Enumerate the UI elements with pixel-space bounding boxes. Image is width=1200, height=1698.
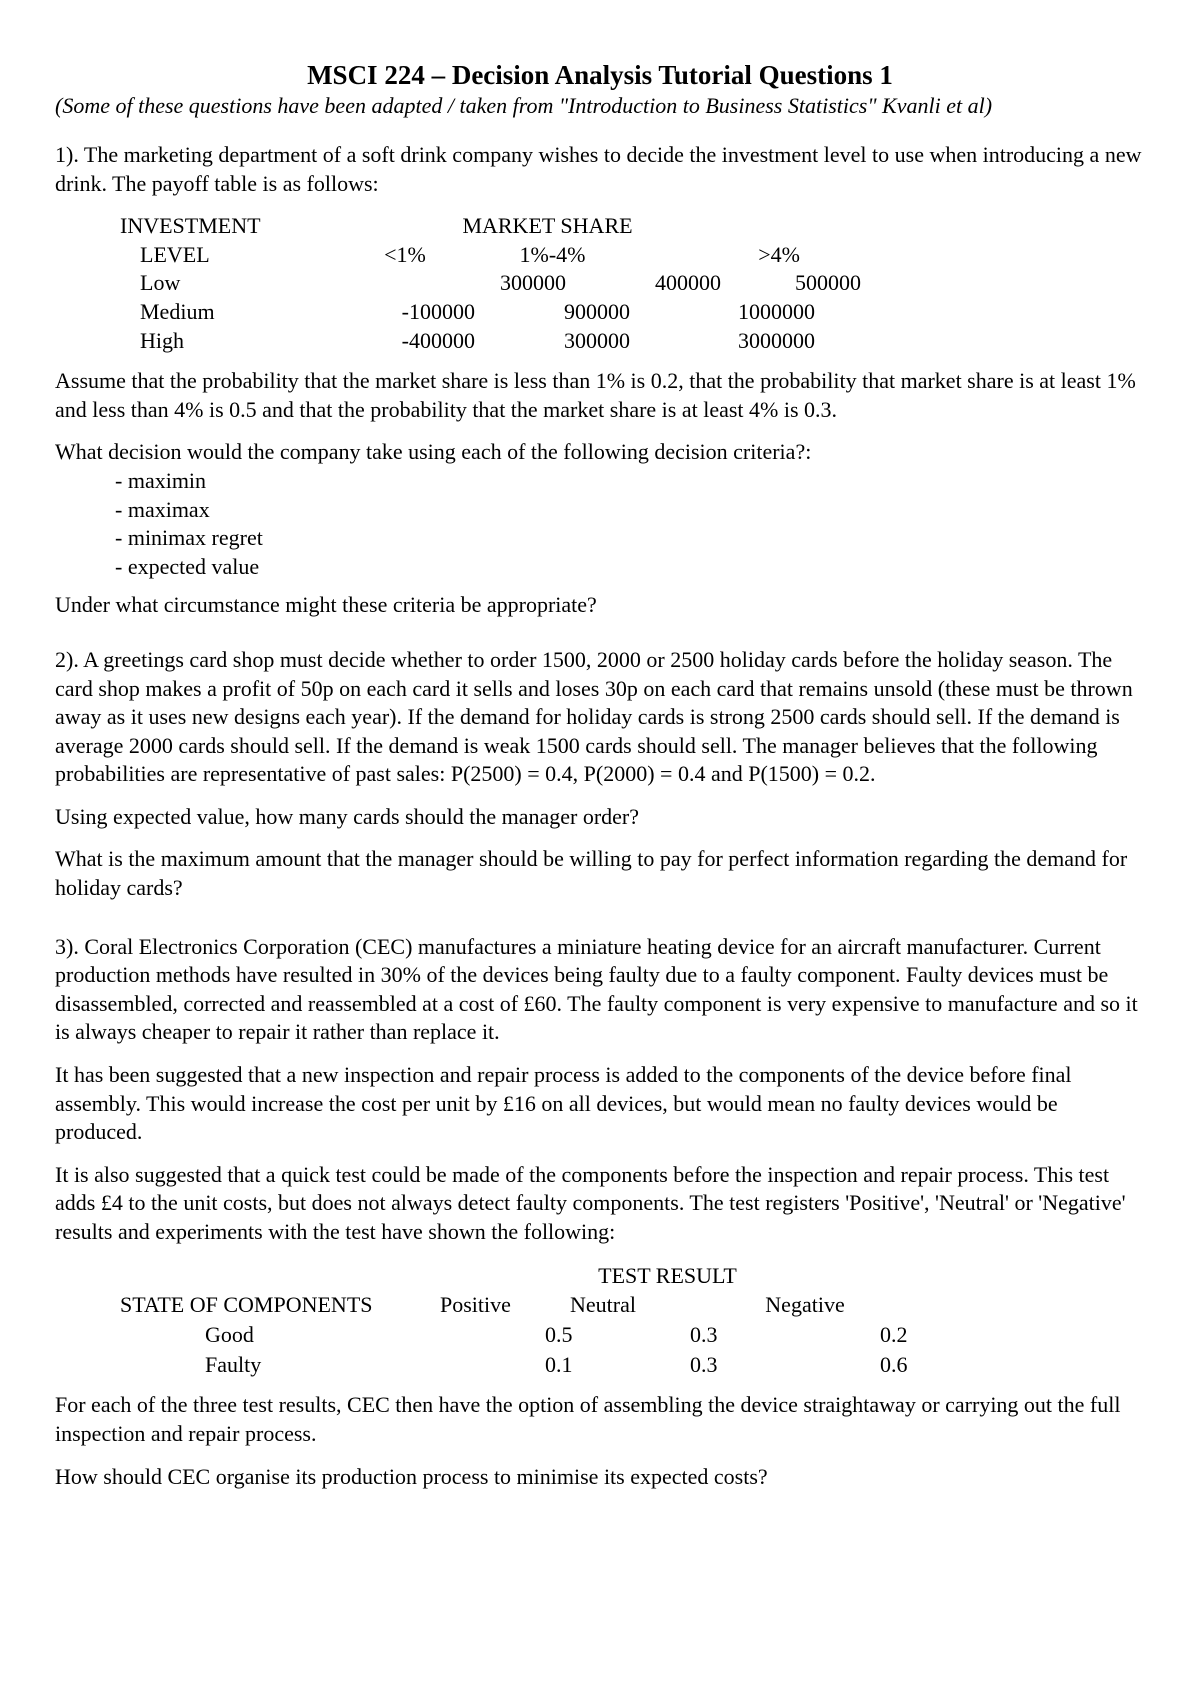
- q3-p5: How should CEC organise its production p…: [55, 1463, 1145, 1492]
- q2-p3: What is the maximum amount that the mana…: [55, 845, 1145, 902]
- table-row: High -400000 300000 3000000: [120, 327, 1145, 356]
- q1-p3: What decision would the company take usi…: [55, 438, 1145, 467]
- q1-intro: 1). The marketing department of a soft d…: [55, 141, 1145, 198]
- table-col: Positive: [440, 1290, 570, 1320]
- list-item: - expected value: [115, 553, 1145, 582]
- table-row: Medium -100000 900000 1000000: [120, 298, 1145, 327]
- q1-criteria-list: - maximin - maximax - minimax regret - e…: [55, 467, 1145, 581]
- table-row: Low 300000 400000 500000: [120, 269, 1145, 298]
- q1-payoff-table: INVESTMENT MARKET SHARE LEVEL <1% 1%-4% …: [120, 212, 1145, 355]
- list-item: - maximin: [115, 467, 1145, 496]
- table-col: >4%: [630, 241, 810, 270]
- table-row-header: INVESTMENT: [120, 212, 315, 241]
- table-col-header: TEST RESULT: [440, 1261, 895, 1291]
- q2-p1: 2). A greetings card shop must decide wh…: [55, 646, 1145, 789]
- page-subtitle: (Some of these questions have been adapt…: [55, 93, 1145, 119]
- q3-p1: 3). Coral Electronics Corporation (CEC) …: [55, 933, 1145, 1047]
- page-title: MSCI 224 – Decision Analysis Tutorial Qu…: [55, 60, 1145, 91]
- table-col: 1%-4%: [475, 241, 630, 270]
- list-item: - maximax: [115, 496, 1145, 525]
- q1-p4: Under what circumstance might these crit…: [55, 591, 1145, 620]
- table-col: Negative: [715, 1290, 895, 1320]
- q3-p2: It has been suggested that a new inspect…: [55, 1061, 1145, 1147]
- document-page: MSCI 224 – Decision Analysis Tutorial Qu…: [0, 0, 1200, 1698]
- table-col: Neutral: [570, 1290, 715, 1320]
- table-row: Faulty 0.1 0.3 0.6: [120, 1350, 1145, 1380]
- table-col-header: MARKET SHARE: [315, 212, 780, 241]
- q2-p2: Using expected value, how many cards sho…: [55, 803, 1145, 832]
- q3-p3: It is also suggested that a quick test c…: [55, 1161, 1145, 1247]
- table-row: Good 0.5 0.3 0.2: [120, 1320, 1145, 1350]
- q3-test-table: TEST RESULT STATE OF COMPONENTS Positive…: [120, 1261, 1145, 1380]
- table-col: <1%: [335, 241, 475, 270]
- q3-p4: For each of the three test results, CEC …: [55, 1391, 1145, 1448]
- table-row-header: LEVEL: [120, 241, 335, 270]
- list-item: - minimax regret: [115, 524, 1145, 553]
- q1-p2: Assume that the probability that the mar…: [55, 367, 1145, 424]
- table-row-header: STATE OF COMPONENTS: [120, 1290, 440, 1320]
